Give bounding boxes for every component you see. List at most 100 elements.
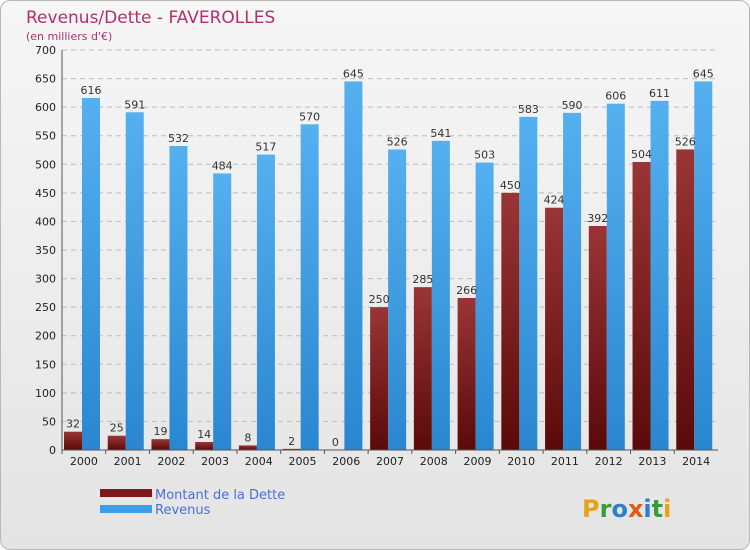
y-tick-label: 650: [35, 73, 56, 86]
bar-revenus: [694, 81, 713, 450]
bar-revenus: [300, 124, 319, 451]
data-label-debt: 250: [369, 293, 390, 306]
chart-subtitle: (en milliers d'€): [26, 30, 112, 43]
data-label-debt: 285: [412, 273, 433, 286]
y-tick-label: 100: [35, 387, 56, 400]
y-axis-ticks: 0 50 100 150 200 250 300 350 400 450 500 550 600 650 7…: [35, 44, 56, 457]
data-label-debt: 450: [500, 179, 521, 192]
data-label-revenus: 517: [255, 141, 276, 154]
bar-debt: [282, 448, 301, 450]
data-label-debt: 8: [244, 431, 251, 444]
data-label-revenus: 616: [81, 84, 102, 97]
bar-debt: [457, 298, 476, 450]
data-labels: 32 616 25 591 19 532 14 484 8 517 2 570 0 645 250 526 28…: [66, 67, 714, 449]
x-tick-label: 2012: [595, 455, 623, 468]
data-label-debt: 19: [153, 425, 167, 438]
bar-debt: [632, 162, 651, 450]
bar-debt: [370, 307, 389, 450]
x-tick-label: 2007: [376, 455, 404, 468]
legend-swatch-revenus: [100, 505, 152, 513]
y-tick-label: 0: [49, 444, 56, 457]
data-label-revenus: 591: [124, 98, 145, 111]
bar-debt: [588, 226, 607, 450]
bar-revenus: [650, 100, 669, 450]
y-tick-label: 350: [35, 244, 56, 257]
legend-label-revenus: Revenus: [155, 503, 211, 518]
bar-revenus: [256, 154, 275, 451]
x-tick-label: 2002: [157, 455, 185, 468]
x-tick-label: 2010: [507, 455, 535, 468]
y-tick-label: 50: [42, 415, 56, 428]
bar-revenus: [213, 173, 232, 450]
y-tick-label: 150: [35, 358, 56, 371]
chart-title: Revenus/Dette - FAVEROLLES: [26, 8, 275, 28]
data-label-revenus: 583: [518, 103, 539, 116]
proxiti-logo: Proxiti: [582, 495, 671, 523]
x-tick-label: 2004: [245, 455, 273, 468]
y-tick-label: 550: [35, 130, 56, 143]
bar-debt: [151, 439, 170, 450]
data-label-debt: 2: [288, 435, 295, 448]
x-axis-ticks: 2000 2001 2002 2003 2004 2005 2006 2007 2008 2009…: [61, 450, 710, 468]
x-tick-label: 2013: [638, 455, 666, 468]
bar-revenus: [431, 140, 450, 450]
x-tick-label: 2014: [682, 455, 710, 468]
x-tick-label: 2008: [420, 455, 448, 468]
data-label-revenus: 606: [605, 90, 626, 103]
bar-revenus: [82, 98, 100, 450]
legend-swatch-debt: [100, 489, 152, 497]
data-label-revenus: 645: [343, 67, 364, 80]
data-label-revenus: 590: [562, 99, 583, 112]
proxiti-logo-text: Proxiti: [582, 495, 671, 523]
bar-revenus: [475, 162, 494, 451]
bar-debt: [676, 149, 695, 450]
data-label-debt: 25: [110, 422, 124, 435]
bar-revenus: [563, 112, 582, 450]
y-tick-label: 200: [35, 330, 56, 343]
bar-revenus: [388, 149, 407, 450]
data-label-debt: 424: [544, 194, 565, 207]
bars: [64, 81, 713, 451]
x-tick-label: 2005: [289, 455, 317, 468]
bar-revenus: [519, 116, 538, 450]
bar-debt: [545, 207, 564, 450]
legend: Montant de la Dette Revenus: [100, 488, 285, 518]
x-tick-label: 2006: [332, 455, 360, 468]
data-label-debt: 14: [197, 428, 211, 441]
y-tick-label: 700: [35, 44, 56, 57]
data-label-revenus: 645: [693, 67, 714, 80]
data-label-debt: 266: [456, 284, 477, 297]
data-label-debt: 32: [66, 418, 80, 431]
bar-debt: [64, 431, 82, 450]
data-label-revenus: 532: [168, 132, 189, 145]
data-label-debt: 504: [631, 148, 652, 161]
data-label-revenus: 503: [474, 149, 495, 162]
x-tick-label: 2011: [551, 455, 579, 468]
y-tick-label: 500: [35, 158, 56, 171]
data-label-debt: 526: [675, 135, 696, 148]
data-label-revenus: 526: [387, 135, 408, 148]
data-label-revenus: 484: [212, 159, 233, 172]
data-label-revenus: 611: [649, 87, 670, 100]
data-label-revenus: 541: [430, 127, 451, 140]
bar-revenus: [606, 103, 625, 450]
bar-revenus: [125, 112, 144, 451]
bar-revenus: [344, 81, 363, 450]
x-tick-label: 2003: [201, 455, 229, 468]
x-tick-label: 2001: [114, 455, 142, 468]
bar-debt: [238, 445, 257, 450]
y-tick-label: 250: [35, 301, 56, 314]
legend-label-debt: Montant de la Dette: [155, 488, 285, 503]
data-label-debt: 392: [587, 212, 608, 225]
y-tick-label: 300: [35, 273, 56, 286]
data-label-debt: 0: [332, 436, 339, 449]
bar-debt: [501, 192, 520, 450]
bar-debt: [413, 287, 432, 450]
bar-debt: [107, 435, 126, 450]
x-tick-label: 2000: [70, 455, 98, 468]
bar-revenus: [169, 146, 188, 450]
y-tick-label: 600: [35, 101, 56, 114]
y-tick-label: 450: [35, 187, 56, 200]
